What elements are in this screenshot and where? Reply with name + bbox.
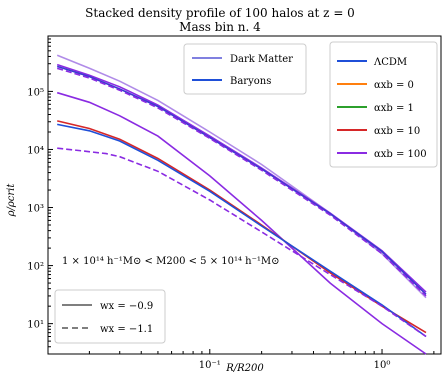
legend-components-box [183,43,307,95]
y-tick-label: 10⁴ [27,145,44,156]
legend-models-box [329,41,438,168]
legend-models: ΛCDM αxb = 0 αxb = 1 αxb = 10 αxb = 100 [329,41,438,168]
chart-subtitle: Mass bin n. 4 [179,20,261,34]
y-tick-label: 10¹ [27,320,44,331]
series-layer [56,54,427,355]
legend-dark-matter-label: Dark Matter [230,54,293,65]
tick-layer: 10⁻¹ 10⁰ 10¹ 10² 10³ 10⁴ 10⁵ [27,35,435,371]
series-line-2 [56,65,427,295]
legend-wx-box [54,289,166,344]
y-axis-label: ρ/ρcrit [6,183,17,218]
series-line-6 [57,123,427,338]
y-tick-label: 10³ [27,204,44,215]
y-tick-label: 10⁵ [27,87,44,98]
legend-baryons-label: Baryons [230,76,271,87]
legend-wx-solid-label: wx = −0.9 [100,301,153,312]
mass-range-annotation: 1 × 10¹⁴ h⁻¹M⊙ < M200 < 5 × 10¹⁴ h⁻¹M⊙ [62,256,280,267]
legend-lcdm-label: ΛCDM [373,57,407,68]
legend-components: Dark Matter Baryons [183,43,307,95]
series-line-3 [56,67,427,297]
legend-alpha-100-label: αxb = 100 [374,149,427,160]
x-axis-label: R/R200 [225,363,264,373]
plot-area: 10⁻¹ 10⁰ 10¹ 10² 10³ 10⁴ 10⁵ [27,35,442,371]
legend-wx-dashed-label: wx = −1.1 [100,324,153,335]
y-tick-label: 10² [27,262,44,273]
x-tick-label: 10⁰ [374,360,391,371]
plot-frame [47,35,442,355]
legend-wx: wx = −0.9 wx = −1.1 [54,289,166,344]
legend-alpha-0-label: αxb = 0 [374,80,414,91]
series-line-7 [57,147,427,338]
legend-alpha-10-label: αxb = 10 [374,126,420,137]
series-line-4 [56,91,427,355]
x-tick-label: 10⁻¹ [199,360,221,371]
chart-title: Stacked density profile of 100 halos at … [85,6,355,20]
legend-alpha-1-label: αxb = 1 [374,103,414,114]
